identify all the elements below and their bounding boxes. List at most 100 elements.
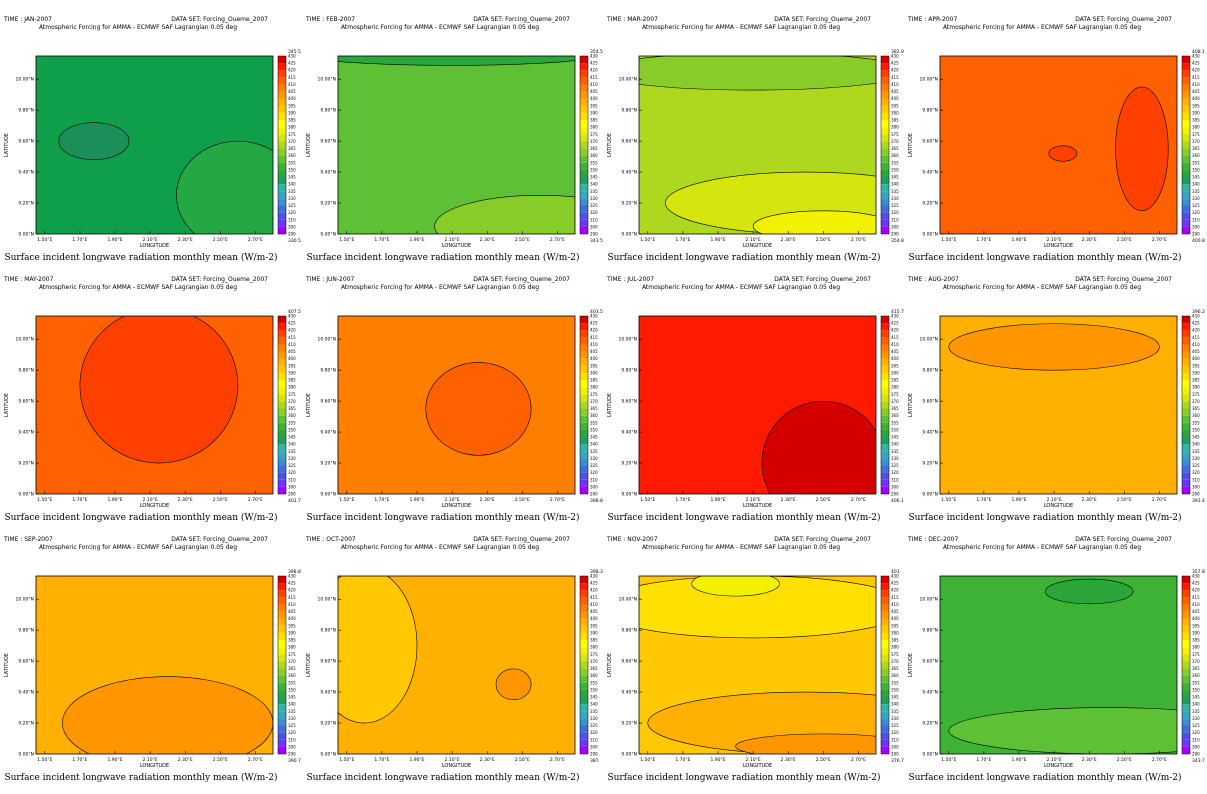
x-axis-label: LONGITUDE	[442, 763, 471, 769]
y-tick-label: 9.20°N	[18, 461, 34, 467]
colorbar-segment	[881, 647, 889, 655]
colorbar-label: 385	[1192, 378, 1200, 383]
colorbar-segment	[278, 732, 286, 740]
colorbar-segment	[1182, 191, 1190, 199]
colorbar-label: 365	[891, 666, 899, 671]
colorbar-label: 375	[590, 132, 598, 137]
colorbar-segment	[881, 444, 889, 452]
colorbar-min: 401.7	[288, 498, 301, 504]
x-axis-label: LONGITUDE	[1044, 243, 1073, 249]
panel-dataset: DATA SET: Forcing_Oueme_2007	[171, 276, 268, 283]
y-tick-label: 10.00°N	[318, 597, 337, 603]
colorbar-label: 370	[891, 659, 899, 664]
colorbar-label: 430	[288, 54, 296, 59]
colorbar-segment	[881, 429, 889, 438]
colorbar-label: 355	[590, 420, 598, 425]
colorbar-label: 390	[288, 110, 296, 115]
y-tick-label: 9.40°N	[621, 170, 637, 176]
x-tick-label: 1.70°E	[675, 237, 690, 243]
colorbar-label: 410	[288, 342, 296, 347]
colorbar-label: 425	[590, 321, 598, 326]
colorbar-label: 425	[288, 581, 296, 586]
colorbar-segment	[580, 625, 588, 633]
colorbar-segment	[881, 212, 889, 220]
colorbar-segment	[580, 127, 588, 135]
plot-frame	[638, 315, 877, 495]
x-tick-label: 2.10°E	[1047, 497, 1062, 503]
colorbar-segment	[278, 105, 286, 113]
colorbar-label: 425	[288, 321, 296, 326]
colorbar-label: 415	[590, 335, 598, 340]
colorbar-max: 408.1	[1192, 49, 1205, 55]
colorbar-label: 410	[1192, 602, 1200, 607]
colorbar-label: 340	[1192, 702, 1200, 707]
y-axis-label: LATITUDE	[4, 133, 10, 157]
colorbar-max: 382.9	[891, 49, 904, 55]
x-axis-label: LONGITUDE	[140, 763, 169, 769]
colorbar-label: 430	[590, 54, 598, 59]
colorbar-label: 360	[288, 413, 296, 418]
colorbar-segment	[580, 184, 588, 192]
colorbar-label: 345	[891, 695, 899, 700]
map-panel: TIME : SEP-2007 DATA SET: Forcing_Oueme_2…	[0, 536, 301, 794]
panel-time: TIME : JAN-2007	[4, 16, 52, 23]
colorbar-segment	[278, 337, 286, 345]
x-tick-label: 2.70°E	[851, 237, 866, 243]
contour-region	[58, 122, 130, 161]
x-tick-label: 1.50°E	[339, 237, 354, 243]
colorbar-label: 430	[1192, 314, 1200, 319]
plot-frame	[337, 55, 576, 235]
colorbar-segment	[881, 155, 889, 163]
x-tick-label: 1.50°E	[37, 237, 52, 243]
colorbar-label: 310	[288, 737, 296, 742]
x-tick-label: 2.70°E	[1152, 497, 1167, 503]
colorbar-segment	[1182, 632, 1190, 641]
colorbar-label: 400	[891, 356, 899, 361]
colorbar-label: 360	[1192, 673, 1200, 678]
colorbar-segment	[278, 372, 286, 381]
y-tick-label: 9.00°N	[922, 232, 938, 238]
colorbar-label: 380	[891, 645, 899, 650]
x-tick-label: 1.90°E	[1011, 757, 1026, 763]
colorbar-segment	[1182, 387, 1190, 395]
colorbar-label: 320	[891, 210, 899, 215]
colorbar-segment	[881, 134, 889, 142]
colorbar-label: 365	[1192, 666, 1200, 671]
y-tick-label: 9.60°N	[621, 659, 637, 665]
colorbar-label: 430	[1192, 574, 1200, 579]
y-tick-label: 9.80°N	[922, 368, 938, 374]
x-axis-label: LONGITUDE	[1044, 763, 1073, 769]
colorbar-segment	[278, 675, 286, 683]
colorbar-label: 335	[891, 709, 899, 714]
y-tick-label: 9.00°N	[621, 232, 637, 238]
colorbar-segment	[580, 84, 588, 92]
x-tick-label: 1.90°E	[409, 497, 424, 503]
colorbar-segment	[278, 127, 286, 135]
colorbar-label: 310	[891, 737, 899, 742]
colorbar-label: 330	[891, 716, 899, 721]
colorbar-label: 355	[1192, 160, 1200, 165]
y-tick-label: 9.80°N	[18, 108, 34, 114]
colorbar-label: 310	[288, 217, 296, 222]
x-tick-label: 2.10°E	[143, 237, 158, 243]
colorbar-segment	[278, 590, 286, 598]
y-axis-label: LATITUDE	[4, 653, 10, 677]
y-tick-label: 10.00°N	[920, 597, 939, 603]
contour-region	[434, 195, 575, 234]
y-tick-label: 9.60°N	[18, 399, 34, 405]
colorbar-frame	[277, 575, 287, 755]
colorbar-segment	[1182, 365, 1190, 373]
x-tick-label: 1.50°E	[37, 757, 52, 763]
colorbar-label: 410	[590, 602, 598, 607]
colorbar-label: 375	[891, 132, 899, 137]
colorbar-segment	[881, 472, 889, 480]
colorbar-segment	[580, 640, 588, 648]
colorbar-label: 370	[1192, 139, 1200, 144]
colorbar-label: 425	[288, 61, 296, 66]
y-tick-label: 9.60°N	[621, 139, 637, 145]
colorbar-label: 335	[1192, 189, 1200, 194]
y-tick-label: 9.20°N	[18, 201, 34, 207]
colorbar-segment	[1182, 120, 1190, 128]
y-tick-label: 9.20°N	[320, 201, 336, 207]
colorbar-max: 345.5	[288, 49, 301, 55]
